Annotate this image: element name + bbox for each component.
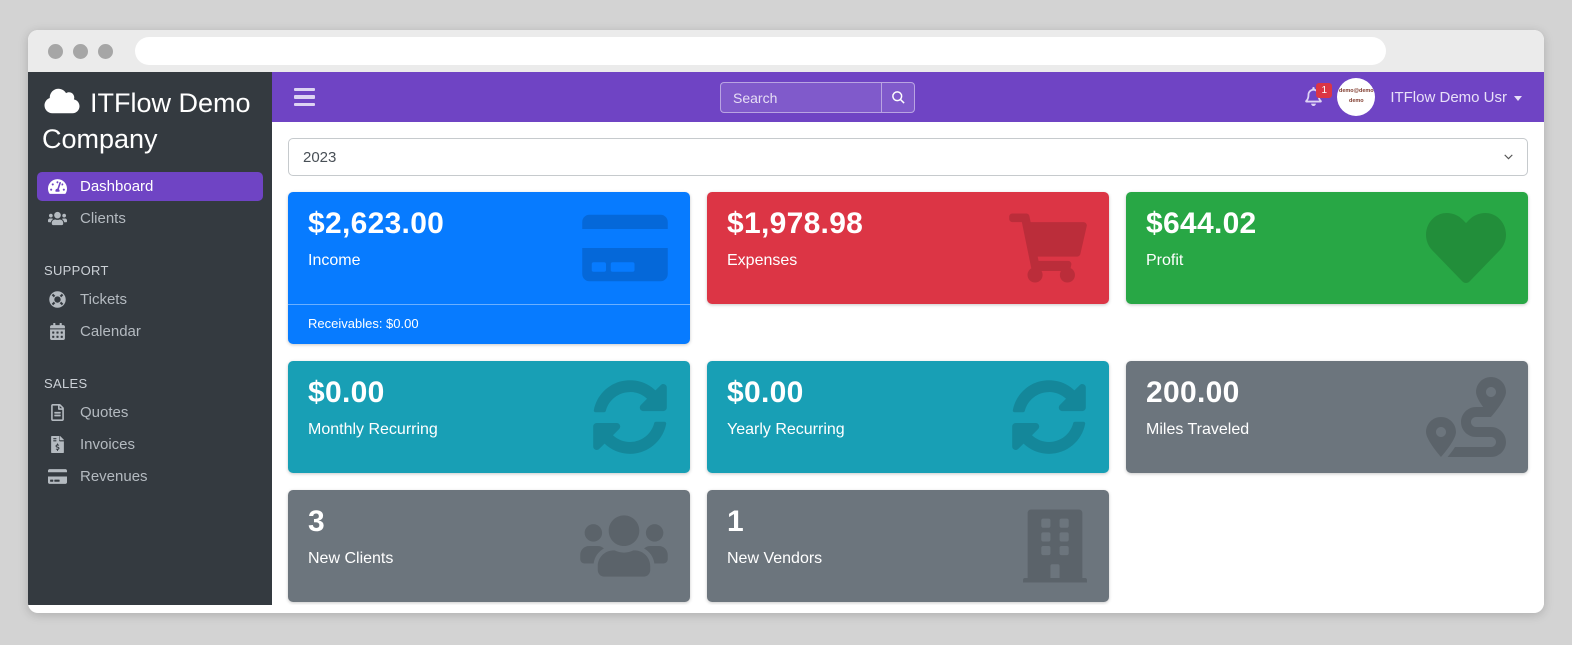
- notification-badge: 1: [1316, 82, 1333, 98]
- browser-window: ITFlow Demo Company Dashboard Clients SU…: [28, 30, 1544, 613]
- users-group-icon: [580, 515, 668, 577]
- profit-value: $644.02: [1146, 207, 1257, 240]
- income-label: Income: [308, 252, 361, 269]
- sidebar: ITFlow Demo Company Dashboard Clients SU…: [28, 72, 272, 605]
- users-icon: [48, 211, 67, 226]
- profit-label: Profit: [1146, 252, 1184, 269]
- year-filter: 2023: [288, 138, 1528, 176]
- file-lines-icon: [51, 403, 64, 421]
- search-group: [720, 82, 915, 113]
- topbar-right: 1 demo@demo demo ITFlow Demo Usr: [1305, 78, 1522, 116]
- app-root: ITFlow Demo Company Dashboard Clients SU…: [28, 72, 1544, 605]
- route-icon: [1426, 377, 1506, 457]
- main-content: 2023 $2,623.00 Income Receivabl: [272, 122, 1544, 605]
- file-invoice-dollar-icon: [51, 435, 64, 453]
- sidebar-item-calendar[interactable]: Calendar: [37, 317, 263, 346]
- yearly-recurring-card-body: $0.00 Yearly Recurring: [707, 361, 1109, 473]
- profit-card-body: $644.02 Profit: [1126, 192, 1528, 304]
- sidebar-section-sales: SALES: [44, 375, 88, 391]
- building-icon: [1023, 509, 1087, 583]
- new-clients-card-body: 3 New Clients: [288, 490, 690, 602]
- expenses-value: $1,978.98: [727, 207, 864, 240]
- sidebar-nav: Dashboard Clients SUPPORT Tickets Calend…: [28, 171, 272, 491]
- menu-icon[interactable]: [294, 87, 315, 107]
- income-value: $2,623.00: [308, 207, 445, 240]
- sidebar-item-label: Revenues: [80, 467, 148, 485]
- credit-card-icon: [582, 214, 668, 282]
- url-bar[interactable]: [135, 37, 1386, 65]
- new-vendors-label: New Vendors: [727, 550, 823, 567]
- expenses-card-body: $1,978.98 Expenses: [707, 192, 1109, 304]
- avatar-text-line2: demo: [1348, 98, 1364, 104]
- user-name: ITFlow Demo Usr: [1390, 88, 1507, 106]
- search-button[interactable]: [881, 83, 914, 112]
- sidebar-item-label: Calendar: [80, 322, 141, 340]
- miles-traveled-card[interactable]: 200.00 Miles Traveled: [1126, 361, 1528, 473]
- sidebar-item-invoices[interactable]: Invoices: [37, 430, 263, 459]
- income-card[interactable]: $2,623.00 Income Receivables: $0.00: [288, 192, 690, 344]
- monthly-recurring-card[interactable]: $0.00 Monthly Recurring: [288, 361, 690, 473]
- new-clients-card[interactable]: 3 New Clients: [288, 490, 690, 602]
- sidebar-item-label: Tickets: [80, 290, 127, 308]
- monthly-recurring-label: Monthly Recurring: [308, 421, 438, 438]
- sync-icon: [593, 380, 667, 454]
- stats-grid: $2,623.00 Income Receivables: $0.00 $1,9…: [288, 192, 1528, 602]
- window-controls: [48, 43, 113, 59]
- brand-label: ITFlow Demo Company: [42, 88, 251, 155]
- yearly-recurring-card[interactable]: $0.00 Yearly Recurring: [707, 361, 1109, 473]
- heart-icon: [1426, 213, 1506, 283]
- user-dropdown[interactable]: ITFlow Demo Usr: [1390, 89, 1522, 106]
- brand-link[interactable]: ITFlow Demo Company: [28, 72, 272, 162]
- avatar[interactable]: demo@demo demo: [1337, 78, 1376, 116]
- search-icon: [891, 91, 905, 104]
- sidebar-item-label: Dashboard: [80, 177, 154, 195]
- yearly-recurring-value: $0.00: [727, 376, 804, 409]
- miles-traveled-label: Miles Traveled: [1146, 421, 1250, 438]
- income-card-body: $2,623.00 Income: [288, 192, 690, 304]
- avatar-text-line1: demo@demo: [1338, 88, 1374, 95]
- monthly-recurring-card-body: $0.00 Monthly Recurring: [288, 361, 690, 473]
- sidebar-item-dashboard[interactable]: Dashboard: [37, 171, 263, 201]
- window-maximize-button[interactable]: [98, 43, 113, 59]
- new-vendors-card-body: 1 New Vendors: [707, 490, 1109, 602]
- calendar-icon: [50, 322, 65, 340]
- sync-icon: [1012, 380, 1086, 454]
- notifications-button[interactable]: 1: [1305, 82, 1333, 111]
- search-input[interactable]: [721, 83, 881, 112]
- life-ring-icon: [49, 291, 66, 308]
- tachometer-icon: [48, 178, 67, 194]
- topbar: 1 demo@demo demo ITFlow Demo Usr: [272, 72, 1544, 122]
- window-minimize-button[interactable]: [73, 43, 88, 59]
- sidebar-item-label: Quotes: [80, 403, 129, 421]
- right-pane: 1 demo@demo demo ITFlow Demo Usr: [272, 72, 1544, 605]
- new-clients-value: 3: [308, 505, 325, 538]
- sidebar-item-label: Invoices: [80, 435, 136, 453]
- sidebar-item-label: Clients: [80, 209, 126, 227]
- monthly-recurring-value: $0.00: [308, 376, 385, 409]
- credit-card-icon: [48, 468, 67, 484]
- sidebar-item-revenues[interactable]: Revenues: [37, 462, 263, 491]
- caret-down-icon: [1514, 95, 1522, 101]
- profit-card[interactable]: $644.02 Profit: [1126, 192, 1528, 304]
- cloud-icon: [44, 88, 80, 114]
- year-select[interactable]: 2023: [288, 138, 1528, 176]
- sidebar-item-quotes[interactable]: Quotes: [37, 398, 263, 427]
- new-clients-label: New Clients: [308, 550, 394, 567]
- shopping-cart-icon: [1009, 213, 1087, 283]
- income-receivables: Receivables: $0.00: [288, 304, 690, 344]
- new-vendors-card[interactable]: 1 New Vendors: [707, 490, 1109, 602]
- sidebar-section-support: SUPPORT: [44, 262, 109, 278]
- sidebar-item-clients[interactable]: Clients: [37, 204, 263, 233]
- browser-chrome: [28, 30, 1544, 72]
- window-close-button[interactable]: [48, 43, 63, 59]
- yearly-recurring-label: Yearly Recurring: [727, 421, 845, 438]
- new-vendors-value: 1: [727, 505, 744, 538]
- expenses-label: Expenses: [727, 252, 798, 269]
- sidebar-item-tickets[interactable]: Tickets: [37, 285, 263, 314]
- miles-traveled-value: 200.00: [1146, 376, 1240, 409]
- expenses-card[interactable]: $1,978.98 Expenses: [707, 192, 1109, 304]
- miles-traveled-card-body: 200.00 Miles Traveled: [1126, 361, 1528, 473]
